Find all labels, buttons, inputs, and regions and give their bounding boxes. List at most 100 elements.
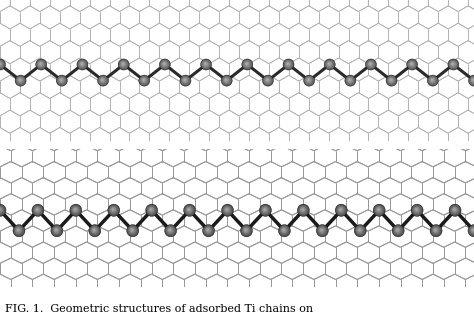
Circle shape (0, 60, 4, 69)
Circle shape (431, 79, 432, 80)
Circle shape (201, 60, 210, 69)
Circle shape (224, 207, 230, 213)
Circle shape (316, 224, 328, 237)
Circle shape (370, 63, 371, 64)
Circle shape (325, 60, 334, 69)
Circle shape (0, 204, 6, 217)
Circle shape (261, 205, 270, 215)
Circle shape (109, 206, 118, 214)
Circle shape (298, 205, 308, 215)
Circle shape (408, 60, 416, 68)
Circle shape (17, 229, 20, 231)
Circle shape (472, 228, 474, 232)
Circle shape (92, 228, 97, 233)
Circle shape (449, 60, 458, 69)
Circle shape (100, 78, 105, 82)
Circle shape (468, 225, 474, 236)
Circle shape (143, 79, 144, 80)
Circle shape (36, 59, 47, 70)
Circle shape (300, 206, 307, 213)
Circle shape (140, 77, 148, 84)
Circle shape (448, 59, 458, 69)
Circle shape (181, 76, 190, 85)
Circle shape (182, 77, 189, 84)
Circle shape (91, 227, 98, 234)
Circle shape (98, 75, 108, 86)
Circle shape (284, 61, 292, 68)
Circle shape (387, 76, 396, 85)
Circle shape (0, 204, 5, 216)
Circle shape (73, 208, 77, 211)
Circle shape (57, 76, 66, 85)
Circle shape (284, 60, 292, 68)
Circle shape (317, 225, 328, 236)
Circle shape (369, 63, 371, 65)
Circle shape (98, 75, 109, 86)
Circle shape (202, 224, 215, 237)
Circle shape (161, 60, 169, 68)
Circle shape (243, 227, 250, 234)
Circle shape (470, 226, 474, 235)
Circle shape (393, 225, 403, 236)
Circle shape (226, 209, 228, 210)
Circle shape (224, 206, 231, 213)
Circle shape (299, 206, 307, 214)
Circle shape (264, 77, 271, 84)
Circle shape (206, 229, 210, 231)
Circle shape (469, 226, 474, 235)
Circle shape (449, 204, 460, 216)
Circle shape (241, 225, 252, 236)
Circle shape (129, 227, 136, 234)
Circle shape (413, 206, 421, 214)
Circle shape (149, 207, 154, 212)
Circle shape (19, 79, 21, 81)
Circle shape (392, 225, 403, 236)
Circle shape (202, 61, 210, 68)
Circle shape (378, 209, 379, 210)
Circle shape (394, 226, 402, 235)
Circle shape (52, 225, 62, 236)
Circle shape (451, 62, 455, 66)
Circle shape (202, 60, 210, 68)
Circle shape (34, 206, 41, 213)
Circle shape (449, 61, 457, 68)
Circle shape (99, 76, 107, 85)
Circle shape (77, 59, 88, 70)
Circle shape (280, 226, 289, 235)
Circle shape (412, 205, 422, 215)
Circle shape (51, 225, 62, 236)
Circle shape (73, 207, 78, 212)
Circle shape (407, 59, 418, 70)
Circle shape (369, 62, 372, 66)
Circle shape (72, 206, 80, 214)
Circle shape (287, 63, 289, 65)
Circle shape (471, 77, 474, 83)
Circle shape (146, 204, 158, 217)
Circle shape (112, 209, 113, 210)
Circle shape (55, 228, 58, 232)
Circle shape (109, 205, 118, 215)
Circle shape (0, 208, 1, 212)
Circle shape (410, 63, 412, 65)
Circle shape (221, 204, 234, 217)
Circle shape (265, 78, 269, 82)
Circle shape (318, 226, 327, 235)
Circle shape (345, 75, 356, 86)
Circle shape (0, 62, 2, 66)
Circle shape (434, 229, 437, 231)
Circle shape (339, 209, 342, 210)
Circle shape (358, 229, 361, 231)
Circle shape (36, 60, 46, 69)
Circle shape (187, 208, 191, 212)
Circle shape (56, 75, 67, 86)
Circle shape (326, 60, 334, 68)
Circle shape (337, 205, 346, 215)
Circle shape (70, 204, 81, 216)
Circle shape (120, 61, 127, 68)
Circle shape (224, 77, 229, 83)
Circle shape (429, 77, 436, 83)
Circle shape (245, 62, 248, 66)
Circle shape (264, 76, 272, 85)
Circle shape (348, 79, 351, 81)
Circle shape (78, 60, 87, 69)
